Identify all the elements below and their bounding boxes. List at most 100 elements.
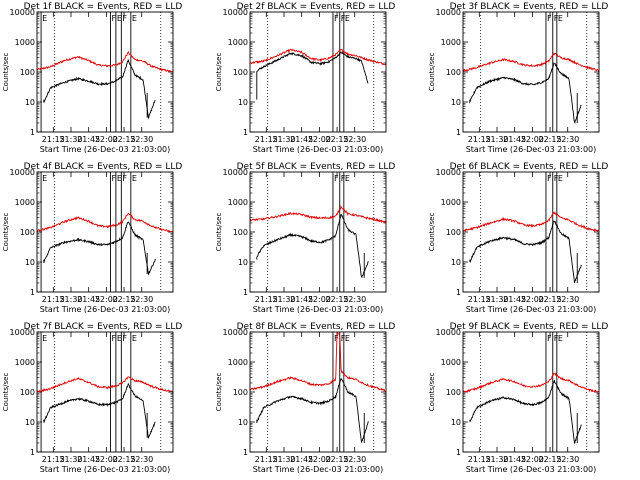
- plot-frame: [36, 331, 174, 453]
- x-tick-label: 22:30: [556, 295, 579, 304]
- y-tick-label: 1000: [15, 198, 35, 207]
- x-tick-label: 21:30: [59, 295, 82, 304]
- panel-title: Det 1f BLACK = Events, RED = LLD: [24, 2, 183, 12]
- flag-marker-label: E: [42, 174, 47, 183]
- flag-marker-label: E: [132, 14, 137, 23]
- x-tick-label: 21:30: [59, 455, 82, 464]
- y-tick-label: 100: [20, 68, 35, 77]
- x-tick-label: 21:45: [290, 295, 313, 304]
- x-tick-label: 22:15: [539, 455, 562, 464]
- y-tick-label: 1: [456, 288, 461, 297]
- y-tick-label: 1: [30, 288, 35, 297]
- y-axis-label: Counts/sec: [2, 53, 10, 92]
- events-series-line: [43, 221, 156, 276]
- y-tick-label: 1: [243, 288, 248, 297]
- x-tick-label: 22:00: [521, 135, 544, 144]
- x-tick-label: 22:00: [95, 135, 118, 144]
- panel-title: Det 9f BLACK = Events, RED = LLD: [450, 322, 609, 332]
- x-tick-label: 22:30: [130, 135, 153, 144]
- x-tick-label: 22:00: [521, 455, 544, 464]
- flag-marker-label: E: [117, 174, 122, 183]
- x-tick-label: 21:30: [485, 295, 508, 304]
- y-tick-label: 1000: [15, 358, 35, 367]
- y-tick-label: 100: [233, 388, 248, 397]
- lld-series-line: [37, 376, 173, 394]
- y-tick-label: 1: [243, 128, 248, 137]
- y-tick-label: 10000: [10, 8, 35, 17]
- panel-title: Det 6f BLACK = Events, RED = LLD: [450, 162, 609, 172]
- x-tick-label: 22:30: [130, 295, 153, 304]
- y-axis-label: Counts/sec: [215, 213, 223, 252]
- x-tick-label: 21:30: [272, 295, 295, 304]
- detector-panel-1: Det 1f BLACK = Events, RED = LLD Counts/s…: [2, 2, 182, 154]
- x-axis-label: Start Time (26-Dec-03 21:03:00): [466, 305, 597, 314]
- x-tick-label: 21:45: [503, 295, 526, 304]
- y-tick-label: 100: [20, 388, 35, 397]
- y-tick-label: 1000: [441, 198, 461, 207]
- y-tick-label: 10000: [223, 8, 248, 17]
- x-tick-label: 22:30: [556, 455, 579, 464]
- x-axis-label: Start Time (26-Dec-03 21:03:00): [253, 305, 384, 314]
- x-tick-label: 21:45: [290, 135, 313, 144]
- flag-marker-label: F: [122, 14, 127, 23]
- events-series-line: [256, 378, 369, 443]
- lld-series-line: [463, 372, 599, 394]
- lld-series-line: [463, 52, 599, 73]
- x-tick-label: 22:00: [95, 455, 118, 464]
- plot-frame: [36, 11, 174, 133]
- y-tick-label: 10000: [436, 328, 461, 337]
- panel-title: Det 7f BLACK = Events, RED = LLD: [24, 322, 183, 332]
- panel-title: Det 8f BLACK = Events, RED = LLD: [237, 322, 396, 332]
- plot-frame: [249, 11, 387, 133]
- flag-marker-label: E: [345, 14, 350, 23]
- detector-panel-2: Det 2f BLACK = Events, RED = LLD Counts/s…: [215, 2, 395, 154]
- x-tick-label: 22:15: [326, 455, 349, 464]
- detector-panel-5: Det 5f BLACK = Events, RED = LLD Counts/s…: [215, 162, 395, 314]
- flag-marker-label: E: [117, 334, 122, 343]
- flag-marker-label: E: [558, 174, 563, 183]
- x-tick-label: 21:30: [272, 135, 295, 144]
- flag-marker-label: F: [111, 334, 116, 343]
- panel-title: Det 4f BLACK = Events, RED = LLD: [24, 162, 183, 172]
- x-axis-label: Start Time (26-Dec-03 21:03:00): [466, 145, 597, 154]
- x-axis-label: Start Time (26-Dec-03 21:03:00): [253, 145, 384, 154]
- y-tick-label: 100: [233, 228, 248, 237]
- flag-marker-label: E: [42, 334, 47, 343]
- x-tick-label: 21:15: [255, 455, 278, 464]
- y-tick-label: 100: [446, 68, 461, 77]
- y-tick-label: 1: [456, 128, 461, 137]
- x-tick-label: 21:15: [42, 295, 65, 304]
- plot-frame: [249, 331, 387, 453]
- x-tick-label: 22:00: [95, 295, 118, 304]
- x-tick-label: 21:15: [42, 455, 65, 464]
- flag-marker-label: E: [132, 174, 137, 183]
- x-tick-label: 22:30: [556, 135, 579, 144]
- y-tick-label: 10000: [10, 328, 35, 337]
- detector-panel-7: Det 7f BLACK = Events, RED = LLD Counts/s…: [2, 322, 182, 474]
- y-tick-label: 100: [446, 228, 461, 237]
- lld-series-line: [463, 211, 599, 233]
- x-tick-label: 21:45: [503, 455, 526, 464]
- y-tick-label: 10: [238, 98, 248, 107]
- y-tick-label: 10000: [436, 8, 461, 17]
- flag-marker-label: E: [345, 334, 350, 343]
- panel-title: Det 2f BLACK = Events, RED = LLD: [237, 2, 396, 12]
- y-tick-label: 10: [238, 418, 248, 427]
- panel-title: Det 5f BLACK = Events, RED = LLD: [237, 162, 396, 172]
- y-tick-label: 1000: [228, 358, 248, 367]
- panel-title: Det 3f BLACK = Events, RED = LLD: [450, 2, 609, 12]
- flag-marker-label: F: [334, 14, 339, 23]
- y-tick-label: 1000: [228, 198, 248, 207]
- x-tick-label: 22:15: [539, 295, 562, 304]
- flag-marker-label: F: [122, 334, 127, 343]
- lld-series-line: [250, 205, 386, 224]
- x-tick-label: 21:15: [468, 295, 491, 304]
- x-tick-label: 21:15: [468, 455, 491, 464]
- events-series-line: [469, 220, 582, 284]
- x-tick-label: 22:00: [308, 455, 331, 464]
- y-axis-label: Counts/sec: [215, 373, 223, 412]
- x-tick-label: 21:30: [485, 135, 508, 144]
- lld-series-line: [37, 50, 173, 74]
- y-tick-label: 10: [451, 418, 461, 427]
- x-tick-label: 21:30: [59, 135, 82, 144]
